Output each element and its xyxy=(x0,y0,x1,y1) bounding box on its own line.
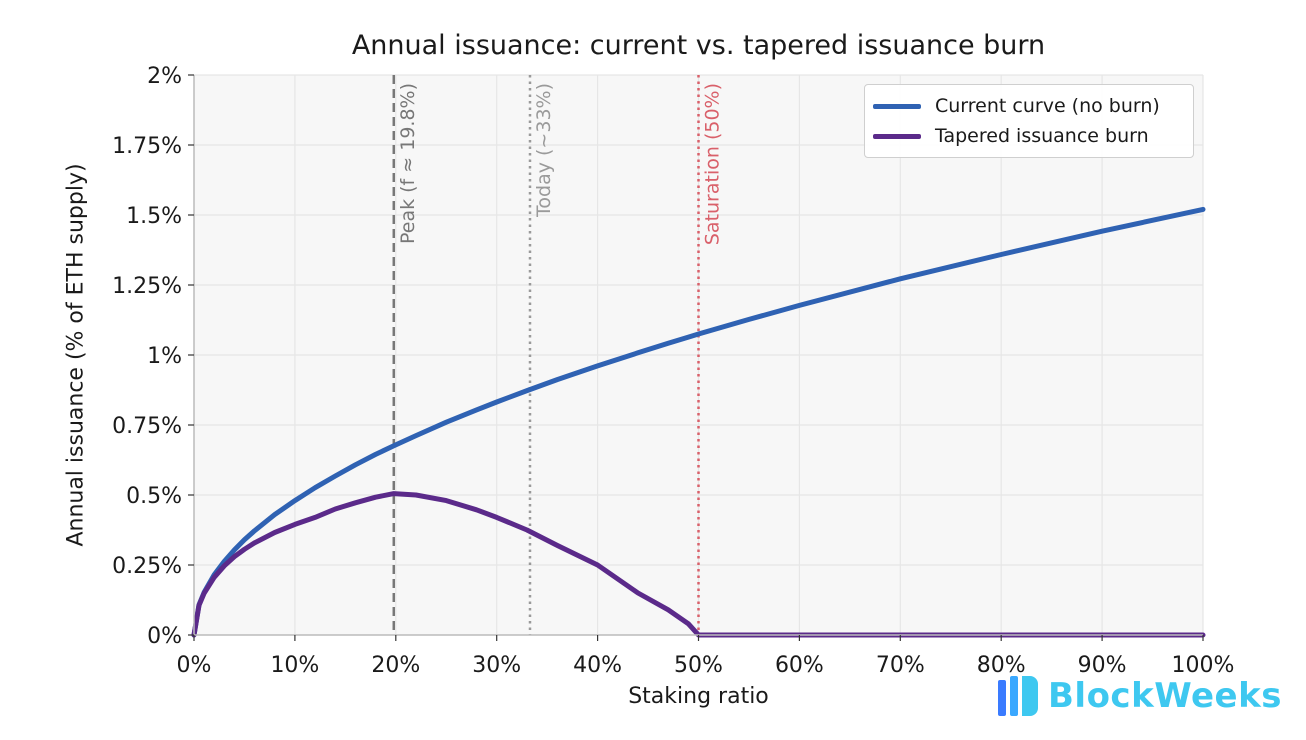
y-tick-label: 0.5% xyxy=(126,484,182,509)
x-tick-label: 40% xyxy=(573,653,622,678)
series-line-current xyxy=(191,206,1206,638)
x-tick-label: 80% xyxy=(977,653,1026,678)
x-tick-label: 20% xyxy=(371,653,420,678)
legend-label-tapered: Tapered issuance burn xyxy=(935,125,1149,147)
legend-swatch-tapered xyxy=(873,133,921,139)
legend-swatch-current xyxy=(873,103,921,109)
legend-item-tapered: Tapered issuance burn xyxy=(873,122,1149,150)
reference-line-label: Peak (f ≈ 19.8%) xyxy=(397,83,419,244)
x-tick-label: 60% xyxy=(775,653,824,678)
y-tick-label: 2% xyxy=(147,64,182,89)
y-tick-label: 0.75% xyxy=(112,414,182,439)
y-tick-label: 1.5% xyxy=(126,204,182,229)
x-tick-label: 50% xyxy=(674,653,723,678)
chart-title: Annual issuance: current vs. tapered iss… xyxy=(351,30,1046,61)
y-axis-label: Annual issuance (% of ETH supply) xyxy=(63,163,89,547)
y-tick-label: 1.75% xyxy=(112,134,182,159)
tick-labels: 0% 10% 20% 30% 40% 50% 60% 70% 80% 90% 100% 0% 0.25%… xyxy=(112,64,1234,678)
x-tick-label: 100% xyxy=(1172,653,1235,678)
x-tick-label: 30% xyxy=(472,653,521,678)
reference-line-label: Saturation (50%) xyxy=(702,83,724,245)
blockweeks-logo-icon xyxy=(998,676,1038,716)
watermark-text: BlockWeeks xyxy=(1048,676,1282,716)
legend: Current curve (no burn) Tapered issuance… xyxy=(864,84,1194,158)
legend-item-current: Current curve (no burn) xyxy=(873,92,1160,120)
x-tick-label: 90% xyxy=(1078,653,1127,678)
y-tick-label: 0.25% xyxy=(112,554,182,579)
y-tick-label: 1.25% xyxy=(112,274,182,299)
x-tick-label: 0% xyxy=(177,653,212,678)
x-axis-label: Staking ratio xyxy=(628,684,769,709)
x-tick-label: 70% xyxy=(876,653,925,678)
reference-line-label: Today (~33%) xyxy=(533,83,555,218)
x-tick-label: 10% xyxy=(270,653,319,678)
reference-lines: Peak (f ≈ 19.8%) Today (~33%) Saturation (… xyxy=(392,75,724,635)
legend-label-current: Current curve (no burn) xyxy=(935,95,1160,117)
watermark-logo: BlockWeeks xyxy=(996,670,1288,722)
y-tick-label: 1% xyxy=(147,344,182,369)
y-tick-label: 0% xyxy=(147,624,182,649)
